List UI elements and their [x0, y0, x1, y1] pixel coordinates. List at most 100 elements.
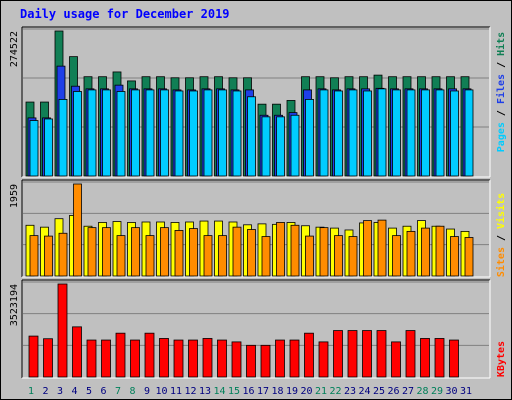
bar-kbytes-day-9 — [144, 332, 155, 378]
day-label-14: 14 — [213, 386, 225, 397]
ymax-label-hits-files-pages: 274522 — [9, 31, 20, 67]
bar-sites-day-8 — [131, 227, 140, 277]
legend-hits-files-pages-part: Files — [495, 74, 507, 104]
bar-pages-day-15 — [232, 90, 242, 177]
bar-pages-day-13 — [203, 89, 213, 177]
bar-sites-day-28 — [421, 227, 430, 277]
legend-visits-sites: Sites / Visits — [495, 193, 507, 277]
bar-sites-day-11 — [174, 230, 184, 277]
day-label-23: 23 — [344, 386, 356, 397]
bar-pages-day-7 — [116, 91, 126, 177]
bar-sites-day-29 — [435, 225, 445, 277]
day-label-1: 1 — [28, 386, 34, 397]
legend-visits-sites-part: / — [496, 229, 507, 247]
legend-visits-sites-part: Visits — [495, 193, 507, 229]
day-label-24: 24 — [358, 386, 370, 397]
day-label-29: 29 — [431, 386, 443, 397]
bar-sites-day-9 — [145, 235, 155, 277]
day-label-25: 25 — [373, 386, 385, 397]
day-label-31: 31 — [460, 386, 472, 397]
bar-kbytes-day-5 — [86, 339, 97, 378]
bar-sites-day-13 — [203, 235, 213, 277]
day-label-16: 16 — [242, 386, 254, 397]
day-label-3: 3 — [57, 386, 63, 397]
bar-sites-day-3 — [58, 232, 68, 277]
bar-pages-day-22 — [334, 90, 343, 177]
bar-pages-day-6 — [102, 89, 111, 177]
legend-kbytes-part: KBytes — [496, 341, 507, 377]
day-label-13: 13 — [199, 386, 211, 397]
bar-sites-day-25 — [377, 219, 387, 277]
day-label-4: 4 — [71, 386, 77, 397]
bar-sites-day-12 — [189, 228, 198, 277]
day-label-26: 26 — [387, 386, 399, 397]
chart-title: Daily usage for December 2019 — [20, 7, 230, 21]
bar-kbytes-day-28 — [420, 338, 430, 378]
bar-kbytes-day-25 — [376, 330, 387, 378]
bar-pages-day-8 — [131, 89, 140, 177]
bar-sites-day-16 — [247, 229, 256, 277]
bar-kbytes-day-23 — [347, 330, 358, 378]
bar-kbytes-day-29 — [434, 338, 445, 378]
bar-pages-day-23 — [348, 89, 358, 177]
bar-pages-day-14 — [218, 89, 227, 177]
bar-sites-day-22 — [334, 235, 343, 277]
bar-sites-day-5 — [87, 227, 97, 277]
bar-kbytes-day-19 — [289, 339, 300, 378]
bar-pages-day-17 — [261, 116, 271, 177]
bar-kbytes-day-20 — [304, 332, 314, 378]
bar-kbytes-day-18 — [275, 339, 285, 378]
bar-pages-day-4 — [73, 91, 82, 177]
bar-kbytes-day-3 — [57, 283, 68, 378]
bar-pages-day-3 — [58, 99, 68, 177]
bar-pages-day-18 — [276, 116, 285, 177]
day-label-19: 19 — [286, 386, 298, 397]
bar-kbytes-day-1 — [28, 335, 39, 378]
legend-hits-files-pages-part: / — [496, 56, 507, 74]
bar-sites-day-7 — [116, 235, 126, 277]
bar-kbytes-day-2 — [43, 338, 53, 378]
legend-kbytes: KBytes — [496, 341, 507, 377]
day-label-6: 6 — [100, 386, 106, 397]
bar-kbytes-day-26 — [391, 341, 401, 378]
bar-kbytes-day-13 — [202, 338, 213, 378]
day-label-2: 2 — [42, 386, 48, 397]
bar-pages-day-27 — [406, 89, 416, 177]
day-label-11: 11 — [170, 386, 182, 397]
bar-sites-day-6 — [102, 227, 111, 277]
day-label-7: 7 — [115, 386, 121, 397]
bar-sites-day-20 — [305, 235, 314, 277]
bar-sites-day-4 — [73, 183, 82, 277]
bar-pages-day-5 — [87, 89, 97, 177]
day-label-27: 27 — [402, 386, 414, 397]
bar-pages-day-24 — [363, 90, 372, 177]
bar-kbytes-day-27 — [405, 330, 416, 378]
day-label-5: 5 — [86, 386, 92, 397]
bar-kbytes-day-4 — [72, 326, 82, 378]
legend-hits-files-pages-part: Pages — [496, 122, 507, 152]
bar-sites-day-23 — [348, 236, 358, 277]
day-label-15: 15 — [228, 386, 240, 397]
bar-sites-day-31 — [464, 237, 474, 277]
bar-sites-day-27 — [406, 230, 416, 277]
bar-kbytes-day-8 — [130, 339, 140, 378]
bar-pages-day-19 — [290, 114, 300, 177]
legend-hits-files-pages-part: Hits — [495, 32, 507, 56]
ymax-label-kbytes: 3523194 — [9, 284, 20, 326]
bar-pages-day-25 — [377, 88, 387, 177]
bar-pages-day-12 — [189, 90, 198, 177]
bar-kbytes-day-17 — [260, 344, 271, 378]
ymax-label-visits-sites: 1959 — [9, 184, 20, 208]
bar-pages-day-2 — [44, 118, 53, 177]
bar-kbytes-day-16 — [246, 344, 256, 378]
bar-kbytes-day-30 — [449, 339, 459, 378]
day-label-18: 18 — [271, 386, 283, 397]
bar-kbytes-day-22 — [333, 330, 343, 378]
bar-pages-day-1 — [29, 120, 39, 177]
bar-sites-day-17 — [261, 236, 271, 277]
bar-pages-day-11 — [174, 90, 184, 177]
bar-sites-day-21 — [319, 227, 329, 277]
bar-kbytes-day-24 — [362, 330, 372, 378]
bar-sites-day-2 — [44, 235, 53, 277]
